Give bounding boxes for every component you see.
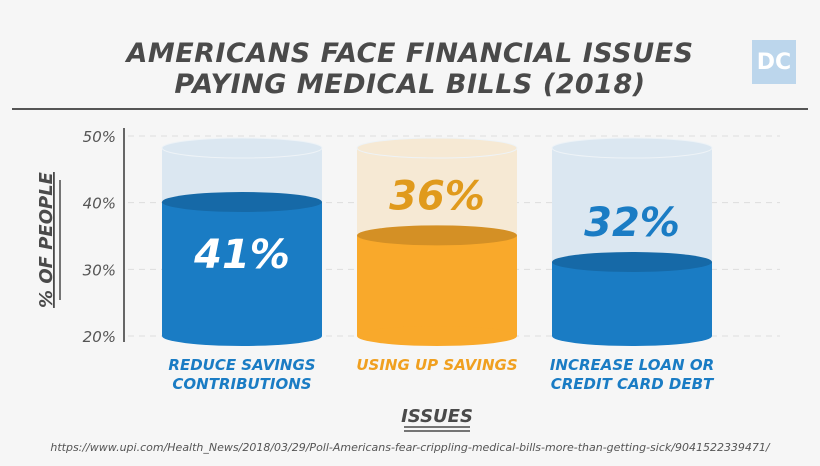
data-label: 41%: [193, 232, 290, 278]
y-axis-label: % OF PEOPLE: [36, 171, 57, 308]
bar-bottom: [552, 326, 712, 346]
y-tick-label: 50%: [83, 128, 116, 146]
bar-container-top: [551, 137, 713, 159]
category-label: USING UP SAVINGS: [356, 356, 517, 374]
bar-top: [552, 252, 712, 272]
bar-container-top: [356, 137, 518, 159]
x-axis-label: ISSUES: [401, 406, 473, 427]
bar: [162, 202, 322, 336]
bar-top: [357, 225, 517, 246]
category-label: CREDIT CARD DEBT: [551, 375, 715, 393]
title-line-1: AMERICANS FACE FINANCIAL ISSUES: [126, 38, 694, 69]
y-tick-label: 20%: [83, 328, 116, 346]
bar-bottom: [357, 326, 517, 346]
bar: [552, 262, 712, 336]
data-label: 32%: [584, 200, 680, 246]
bar-bottom: [162, 326, 322, 346]
category-label: REDUCE SAVINGS: [168, 356, 315, 374]
chart: 20% 30% 40% 50% % OF PEOPLE 41% REDUCE SAVINGS…: [36, 128, 780, 432]
logo-text: DC: [756, 49, 792, 75]
chart-title: AMERICANS FACE FINANCIAL ISSUES PAYING M…: [0, 38, 820, 100]
category-label: INCREASE LOAN OR: [550, 356, 714, 374]
bar: [357, 235, 517, 336]
logo: DC: [752, 40, 796, 84]
bar-top: [162, 192, 322, 212]
category-label: CONTRIBUTIONS: [172, 375, 311, 393]
bar-container-top: [161, 137, 323, 159]
data-label: 36%: [389, 173, 485, 219]
y-tick-label: 30%: [83, 261, 116, 279]
source-link[interactable]: https://www.upi.com/Health_News/2018/03/…: [50, 441, 770, 454]
title-line-2: PAYING MEDICAL BILLS (2018): [174, 69, 646, 100]
title-divider: [12, 108, 808, 110]
y-tick-label: 40%: [83, 195, 116, 213]
